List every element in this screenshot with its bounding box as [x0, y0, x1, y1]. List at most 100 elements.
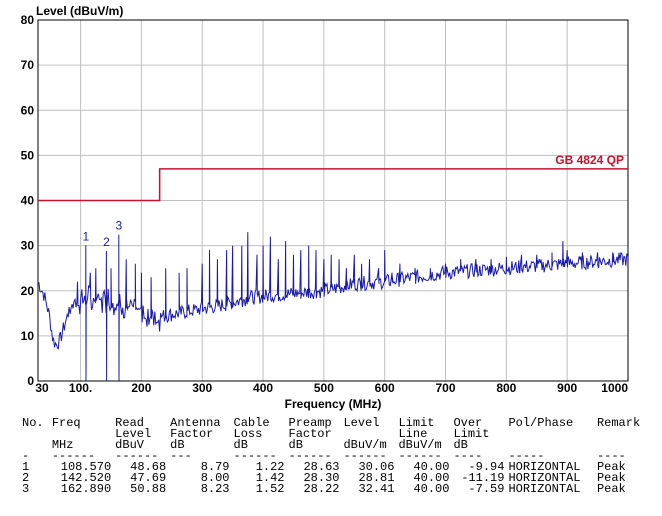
table-cell: ------: [115, 449, 159, 463]
table-cell: -7.59: [468, 482, 505, 496]
table-cell: 2: [22, 471, 30, 485]
table-cell: 40.00: [413, 460, 450, 474]
peak-marker-label: 2: [103, 235, 110, 249]
table-cell: Freq: [51, 416, 81, 430]
table-cell: ------: [398, 449, 442, 463]
table-cell: ---: [170, 449, 192, 463]
y-tick-label: 60: [21, 103, 35, 117]
table-cell: -----: [508, 449, 545, 463]
table-cell: Antenna: [170, 416, 221, 430]
table-cell: dB: [233, 438, 248, 452]
table-cell: Peak: [596, 482, 626, 496]
x-tick-label: 400: [253, 381, 273, 395]
table-cell: Read: [115, 416, 144, 430]
x-axis-label: Frequency (MHz): [285, 397, 382, 411]
y-tick-label: 0: [27, 374, 34, 388]
table-cell: Loss: [233, 427, 263, 441]
x-tick-label: 800: [496, 381, 516, 395]
table-header-row: MHz dBuV dB dB dB dBuV/m dBuV/m dB: [22, 438, 652, 452]
table-cell: 47.69: [130, 471, 167, 485]
table-cell: 8.23: [200, 482, 230, 496]
table-cell: Limit: [453, 427, 490, 441]
table-cell: 32.41: [358, 482, 395, 496]
table-cell: 8.79: [200, 460, 230, 474]
grid: [38, 20, 628, 381]
table-cell: Line: [398, 427, 428, 441]
table-cell: Remark: [596, 416, 641, 430]
table-cell: dB: [288, 438, 303, 452]
table-cell: 50.88: [130, 482, 167, 496]
table-cell: 108.570: [60, 460, 112, 474]
peak-markers: 1 23: [82, 219, 122, 249]
table-cell: 1.22: [255, 460, 285, 474]
table-cell: 1.52: [255, 482, 285, 496]
table-cell: Level: [115, 427, 152, 441]
x-tick-label: 300: [192, 381, 212, 395]
table-cell: 28.81: [358, 471, 395, 485]
x-tick-label: 900: [557, 381, 577, 395]
table-cell: Factor: [170, 427, 214, 441]
table-cell: Peak: [596, 460, 626, 474]
table-cell: 28.22: [303, 482, 340, 496]
x-tick-label: 700: [436, 381, 456, 395]
x-tick-label: 30: [35, 381, 49, 395]
y-tick-label: 30: [21, 239, 35, 253]
table-cell: Factor: [288, 427, 332, 441]
table-header-row: Level Factor Loss Factor Line Limit: [22, 427, 652, 441]
table-header-row: No. Freq Read Antenna Cable Preamp Level Limit O…: [22, 416, 652, 430]
table-cell: 28.30: [303, 471, 340, 485]
y-tick-label: 50: [21, 148, 35, 162]
limit-line-path: [38, 168, 628, 202]
table-cell: Over: [453, 416, 483, 430]
x-tick-label: 500: [314, 381, 334, 395]
table-cell: 40.00: [413, 482, 450, 496]
table-row: 1 108.570 48.68 8.79 1.22 28.63 30.06 40.00 -9.9…: [22, 460, 652, 474]
table-cell: -9.94: [468, 460, 505, 474]
table-row: 3 162.890 50.88 8.23 1.52 28.22 32.41 40.00 -7.5…: [22, 482, 652, 496]
table-cell: 1: [22, 460, 30, 474]
emission-trace: [37, 232, 629, 382]
table-cell: No.: [22, 416, 44, 430]
table-cell: dB: [453, 438, 468, 452]
table-cell: [597, 429, 652, 440]
y-tick-label: 40: [21, 194, 35, 208]
table-cell: -: [22, 449, 30, 463]
y-axis-label: Level (dBuV/m): [36, 4, 123, 18]
table-cell: dBuV/m: [398, 438, 442, 452]
x-tick-label: 100.: [69, 381, 92, 395]
table-cell: HORIZONTAL: [508, 482, 581, 496]
emission-chart: Level (dBuV/m) 0 10 20 30 40 50 60 70 80 30 100. 2…: [21, 4, 629, 411]
table-cell: ------: [51, 449, 96, 463]
table-cell: Preamp: [288, 416, 332, 430]
table-cell: Level: [343, 416, 380, 430]
y-tick-label: 10: [21, 329, 35, 343]
table-cell: dBuV/m: [343, 438, 387, 452]
table-cell: 40.00: [413, 471, 450, 485]
table-cell: -11.19: [461, 471, 505, 485]
table-cell: ------: [233, 449, 277, 463]
table-cell: Limit: [398, 416, 435, 430]
peak-marker-label: 3: [115, 219, 122, 233]
table-cell: 3: [22, 482, 30, 496]
table-row: 2 142.520 47.69 8.00 1.42 28.30 28.81 40.00 -11.…: [22, 471, 652, 485]
x-tick-label: 1000: [601, 381, 628, 395]
x-tick-label: 200: [131, 381, 151, 395]
y-tick-label: 70: [21, 58, 35, 72]
table-cell: ----: [596, 449, 626, 463]
peak-marker-label: 1: [82, 229, 89, 243]
table-cell: ------: [288, 449, 332, 463]
table-cell: 48.68: [130, 460, 167, 474]
table-cell: [508, 429, 597, 440]
table-cell: ----: [453, 449, 483, 463]
table-cell: 30.06: [358, 460, 395, 474]
table-cell: 28.63: [303, 460, 340, 474]
peak-results-table: No. Freq Read Antenna Cable Preamp Level Limit O…: [22, 416, 652, 496]
y-tick-label: 20: [21, 284, 35, 298]
x-tick-labels: 30 100. 200 300 400 500 600 700 800 900 1000: [35, 381, 628, 395]
table-cell: Peak: [596, 471, 626, 485]
limit-line: [38, 168, 628, 202]
limit-line-label: GB 4824 QP: [555, 153, 624, 167]
table-cell: 8.00: [200, 471, 230, 485]
y-tick-labels: 0 10 20 30 40 50 60 70 80: [21, 13, 35, 388]
table-cell: ------: [343, 449, 387, 463]
